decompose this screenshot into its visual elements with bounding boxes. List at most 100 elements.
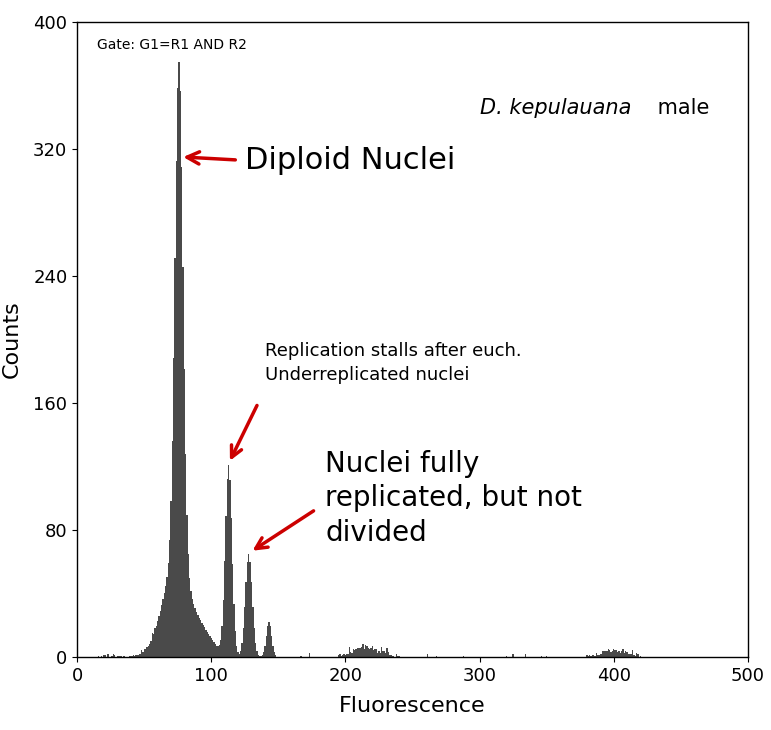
Bar <box>272 645 274 657</box>
Bar <box>621 651 622 657</box>
Bar <box>187 515 188 657</box>
Bar <box>362 645 363 657</box>
Bar <box>136 655 138 657</box>
Bar <box>197 615 198 657</box>
Bar <box>178 62 180 657</box>
Bar <box>201 623 203 657</box>
Bar <box>308 653 310 657</box>
Y-axis label: Counts: Counts <box>2 301 22 378</box>
Bar <box>379 653 381 657</box>
Bar <box>185 453 187 657</box>
Bar <box>196 612 197 657</box>
Bar <box>614 650 616 657</box>
Bar <box>177 88 178 657</box>
Bar <box>219 645 220 657</box>
Bar <box>624 653 625 657</box>
Bar <box>396 654 397 657</box>
Bar <box>227 479 228 657</box>
Bar <box>263 653 264 657</box>
Bar <box>377 653 379 657</box>
Bar <box>390 655 392 657</box>
Bar <box>247 561 248 657</box>
Bar <box>271 636 272 657</box>
Bar <box>388 652 389 657</box>
Bar <box>240 651 241 657</box>
Bar <box>103 655 105 657</box>
Bar <box>275 656 276 657</box>
Bar <box>618 650 620 657</box>
Bar <box>114 656 116 657</box>
Bar <box>123 656 125 657</box>
Bar <box>338 656 339 657</box>
Bar <box>611 651 613 657</box>
Bar <box>149 644 150 657</box>
Bar <box>381 647 382 657</box>
Bar <box>167 563 169 657</box>
Bar <box>463 656 464 657</box>
Text: Nuclei fully
replicated, but not
divided: Nuclei fully replicated, but not divided <box>325 450 582 547</box>
Bar <box>150 641 152 657</box>
Bar <box>342 655 343 657</box>
Bar <box>189 577 190 657</box>
Bar <box>234 631 236 657</box>
Bar <box>224 561 225 657</box>
Bar <box>256 651 258 657</box>
Bar <box>183 369 185 657</box>
Bar <box>588 656 589 657</box>
Bar <box>248 554 250 657</box>
Bar <box>633 656 635 657</box>
Bar <box>366 645 368 657</box>
Bar <box>389 655 390 657</box>
Bar <box>617 652 618 657</box>
Bar <box>165 586 167 657</box>
Bar <box>270 626 271 657</box>
Bar <box>203 625 204 657</box>
Bar <box>176 161 177 657</box>
Bar <box>264 645 265 657</box>
Bar <box>152 634 153 657</box>
Bar <box>601 654 602 657</box>
Bar <box>210 638 212 657</box>
Bar <box>627 652 628 657</box>
Bar <box>200 620 201 657</box>
Bar <box>598 655 600 657</box>
Bar <box>596 653 597 657</box>
Bar <box>375 649 377 657</box>
Bar <box>426 654 428 657</box>
Bar <box>209 636 210 657</box>
Bar <box>622 649 624 657</box>
Text: Diploid Nuclei: Diploid Nuclei <box>245 145 455 174</box>
Bar <box>207 631 208 657</box>
Text: male: male <box>651 98 709 118</box>
Bar <box>352 653 353 657</box>
Bar <box>208 634 209 657</box>
Bar <box>241 643 243 657</box>
Bar <box>141 650 142 657</box>
Bar <box>134 656 136 657</box>
Bar <box>181 166 183 657</box>
Bar <box>616 650 617 657</box>
Bar <box>382 651 384 657</box>
Text: Replication stalls after euch.
Underreplicated nuclei: Replication stalls after euch. Underrepl… <box>265 342 521 384</box>
Bar <box>131 656 133 657</box>
Bar <box>250 561 251 657</box>
Bar <box>180 91 181 657</box>
Bar <box>251 582 252 657</box>
Bar <box>216 645 217 657</box>
Bar <box>354 650 355 657</box>
Bar <box>608 649 609 657</box>
Bar <box>194 608 196 657</box>
Bar <box>140 654 141 657</box>
Bar <box>372 646 373 657</box>
Bar <box>121 656 122 657</box>
Bar <box>397 656 399 657</box>
Bar <box>369 649 370 657</box>
Bar <box>368 648 369 657</box>
Bar <box>506 656 507 657</box>
Bar <box>393 656 395 657</box>
Bar <box>613 650 614 657</box>
Bar <box>540 656 542 657</box>
Bar <box>339 654 341 657</box>
Bar <box>359 648 361 657</box>
Bar <box>602 650 604 657</box>
